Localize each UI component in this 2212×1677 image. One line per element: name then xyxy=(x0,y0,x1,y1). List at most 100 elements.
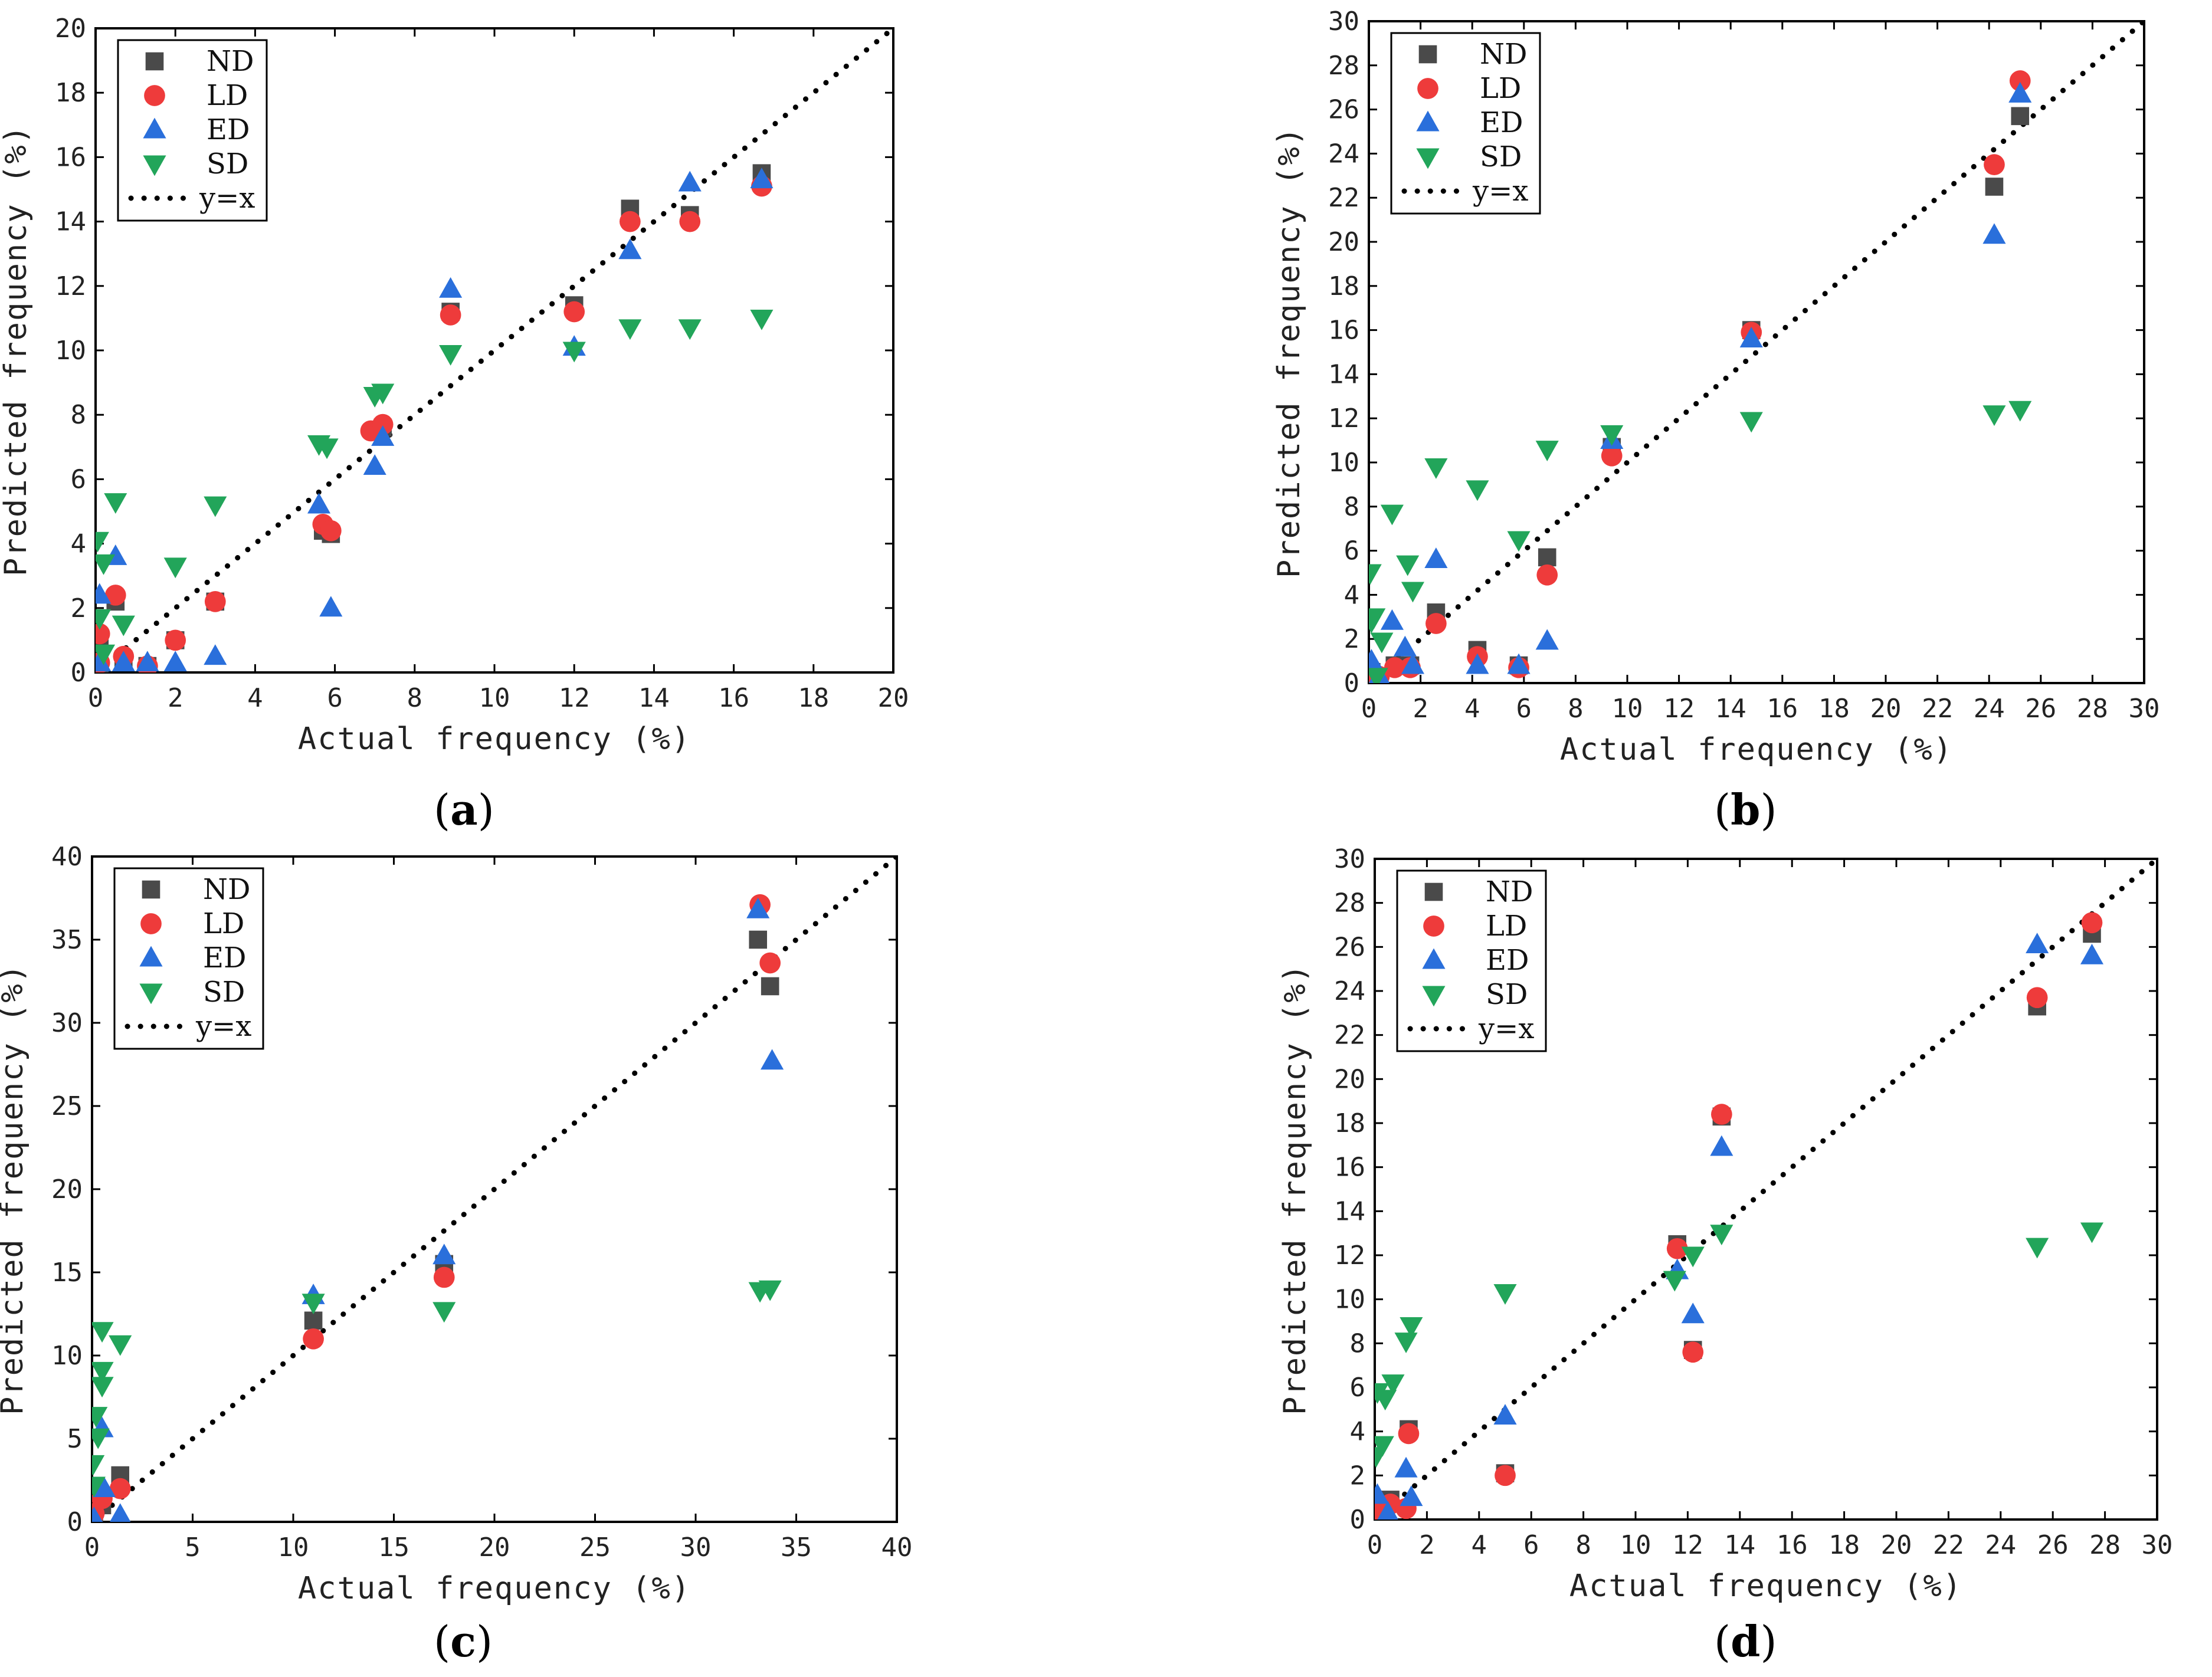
legend-label-fit: y=x xyxy=(199,182,255,215)
point-ed xyxy=(319,596,343,617)
point-ld xyxy=(433,1266,455,1288)
x-tick-label: 14 xyxy=(638,683,670,713)
y-equals-x-line xyxy=(96,28,893,672)
legend-label-ed: ED xyxy=(203,941,247,974)
y-tick-label: 22 xyxy=(1334,1020,1365,1051)
point-sd xyxy=(618,319,642,340)
legend-label-ld: LD xyxy=(203,907,244,940)
legend-label-ed: ED xyxy=(207,113,250,146)
point-sd xyxy=(92,1407,108,1427)
scatter-chart-d: 0 2 4 6 8 10 12 14 16 18 20 22 24 26 28 300246810121416… xyxy=(1277,844,2172,1604)
point-ed xyxy=(112,651,135,672)
point-ld xyxy=(1682,1341,1704,1363)
point-sd xyxy=(92,1361,114,1383)
y-axis-title: Predicted frequency (%) xyxy=(1277,963,1313,1415)
x-axis-title: Actual frequency (%) xyxy=(298,721,691,757)
y-tick-label: 10 xyxy=(51,1341,83,1371)
x-tick-label: 2 xyxy=(1419,1530,1435,1560)
point-sd xyxy=(1375,1390,1397,1411)
point-sd xyxy=(112,615,135,636)
legend-label-sd: SD xyxy=(1480,140,1522,173)
plot-area xyxy=(96,28,893,672)
x-tick-label: 5 xyxy=(185,1532,201,1563)
x-tick-label: 20 xyxy=(878,683,909,713)
y-tick-label: 8 xyxy=(1350,1328,1366,1358)
chart-panel-c: 0 5 10 15 20 25 30 35 40 0 5 10 15 20 25 30 35 40 Actual f… xyxy=(0,838,1106,1616)
point-sd xyxy=(758,1280,782,1301)
point-ed xyxy=(109,1503,131,1522)
point-ed xyxy=(1507,653,1531,674)
x-tick-label: 15 xyxy=(378,1532,409,1563)
x-tick-label: 30 xyxy=(2129,694,2160,724)
x-tick-label: 8 xyxy=(1575,1530,1591,1560)
point-ed xyxy=(163,651,187,672)
point-ed xyxy=(2026,933,2049,954)
y-tick-label: 28 xyxy=(1328,51,1359,81)
point-ed xyxy=(1424,547,1448,569)
y-tick-label: 14 xyxy=(1334,1196,1365,1226)
legend-marker-ld xyxy=(1417,78,1438,99)
x-tick-label: 10 xyxy=(479,683,510,713)
point-ld xyxy=(619,211,641,232)
caption-letter-c: c xyxy=(450,1616,476,1666)
point-ld xyxy=(1536,564,1558,586)
point-ed xyxy=(1710,1135,1733,1156)
y-axis-title: Predicted frequency (%) xyxy=(1272,126,1307,578)
y-equals-x-line xyxy=(1369,21,2144,683)
point-ld xyxy=(372,413,394,435)
point-ed xyxy=(1493,1404,1517,1425)
y-tick-label: 18 xyxy=(55,78,86,108)
y-tick-label: 18 xyxy=(1334,1108,1365,1138)
point-ed xyxy=(2008,82,2032,103)
legend-label-sd: SD xyxy=(1486,978,1528,1011)
legend-box xyxy=(1396,869,1547,1052)
point-sd xyxy=(1600,425,1624,446)
y-tick-label: 26 xyxy=(1328,95,1359,125)
point-sd xyxy=(96,644,116,665)
y-tick-label: 2 xyxy=(71,593,87,623)
x-tick-label: 4 xyxy=(1472,1530,1487,1560)
legend-marker-sd xyxy=(143,155,166,176)
point-ed xyxy=(96,583,112,604)
y-tick-label: 4 xyxy=(71,529,87,559)
x-tick-label: 18 xyxy=(798,683,829,713)
plot-area xyxy=(1375,859,2157,1520)
point-ld xyxy=(204,591,226,612)
point-ld xyxy=(1711,1104,1732,1125)
point-sd xyxy=(92,1377,114,1398)
point-sd xyxy=(1663,1271,1686,1292)
point-sd xyxy=(1535,441,1559,461)
point-sd xyxy=(1381,1374,1405,1395)
point-ed xyxy=(1681,1302,1705,1324)
x-tick-label: 10 xyxy=(1612,694,1643,724)
point-ed xyxy=(761,1049,784,1070)
point-ld xyxy=(1384,657,1405,678)
y-tick-label: 12 xyxy=(1334,1240,1365,1271)
x-tick-label: 2 xyxy=(168,683,183,713)
plot-frame xyxy=(1368,20,2145,684)
point-ld xyxy=(2009,70,2031,91)
point-sd xyxy=(562,342,586,363)
chart-panel-d: 0 2 4 6 8 10 12 14 16 18 20 22 24 26 28 30 0 2 4 6 8 10 12 14 16… xyxy=(1269,838,2212,1616)
point-sd xyxy=(315,438,339,460)
point-ed xyxy=(678,170,702,192)
y-axis-title: Predicted frequency (%) xyxy=(0,963,30,1415)
point-ed xyxy=(307,493,331,514)
legend-label-ld: LD xyxy=(1486,910,1527,943)
point-ld xyxy=(165,629,186,651)
point-ed xyxy=(1369,649,1383,670)
point-ld xyxy=(1495,1465,1516,1486)
point-ld xyxy=(1601,445,1623,467)
point-ed xyxy=(746,897,770,918)
x-tick-label: 2 xyxy=(1413,694,1428,724)
y-tick-label: 15 xyxy=(51,1258,83,1288)
y-tick-label: 0 xyxy=(1350,1505,1366,1535)
caption-b: (b) xyxy=(1714,785,1777,835)
point-ed xyxy=(1380,609,1404,630)
x-tick-label: 16 xyxy=(1777,1530,1808,1560)
legend-marker-sd xyxy=(139,983,163,1005)
point-ld xyxy=(2026,987,2048,1009)
point-sd xyxy=(1394,1333,1418,1353)
x-tick-label: 24 xyxy=(1974,694,2005,724)
point-ld xyxy=(320,520,342,542)
